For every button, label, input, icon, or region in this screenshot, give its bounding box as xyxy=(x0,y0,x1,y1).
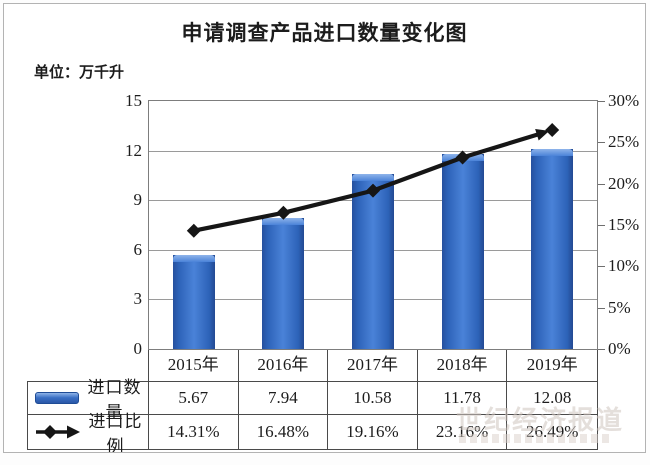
value-cell: 11.78 xyxy=(417,382,508,415)
value-cell: 7.94 xyxy=(238,382,329,415)
value-cell: 10.58 xyxy=(328,382,418,415)
right-axis-tick-mark xyxy=(598,101,605,102)
right-axis-tick-mark xyxy=(598,225,605,226)
line-path xyxy=(191,132,540,233)
right-axis-tick-label: 15% xyxy=(608,215,640,234)
right-axis-tick-mark xyxy=(598,183,605,185)
watermark-subline xyxy=(459,434,609,443)
year-header-cell: 2017年 xyxy=(328,350,418,381)
unit-label: 单位：万千升 xyxy=(34,64,125,81)
value-cell: 14.31% xyxy=(149,415,239,449)
line-marker-diamond xyxy=(366,183,380,198)
year-header-cell: 2019年 xyxy=(526,355,578,374)
legend-label: 进口数量 xyxy=(87,378,142,422)
year-header-cell: 2018年 xyxy=(418,350,508,381)
right-axis-tick-label: 10% xyxy=(608,256,640,276)
bar xyxy=(172,255,215,349)
line-marker-diamond xyxy=(455,150,470,165)
left-axis-tick-label: 15 xyxy=(125,91,142,110)
right-axis-tick-label: 25% xyxy=(608,132,640,152)
value-cell: 12.08 xyxy=(507,382,597,415)
right-axis-tick-label: 20% xyxy=(608,173,640,193)
legend-cell: 进口比例 xyxy=(28,412,149,452)
line-marker-diamond xyxy=(276,205,291,220)
value-cell: 19.16% xyxy=(328,415,418,449)
bar xyxy=(531,149,574,349)
right-axis-tick-label: 5% xyxy=(608,297,631,317)
right-axis-tick-mark xyxy=(598,142,605,144)
bar-legend-swatch xyxy=(35,392,79,404)
bar xyxy=(262,217,305,349)
year-header-cell: 2016年 xyxy=(239,350,329,381)
line-series xyxy=(186,123,560,238)
line-arrowhead xyxy=(535,128,550,141)
left-axis-tick-label: 6 xyxy=(133,239,143,259)
value-cell: 5.67 xyxy=(149,382,239,415)
legend-label: 进口比例 xyxy=(88,412,143,453)
table-body: 进口数量 5.67 7.94 10.58 11.78 12.08 进口比例 14.31% 16.… xyxy=(27,378,598,452)
right-axis-tick-mark xyxy=(598,349,605,350)
bar xyxy=(441,154,484,349)
table-header-row: 2015年 2016年 2017年 2018年 2019年 xyxy=(148,350,598,381)
left-axis: 15 12 9 6 3 0 xyxy=(98,91,143,358)
chart-title: 申请调查产品进口数量变化图 xyxy=(181,22,468,45)
year-header-cell: 2015年 xyxy=(149,350,239,381)
line-marker-diamond xyxy=(186,223,201,238)
right-axis-tick-label: 0% xyxy=(608,339,631,358)
watermark: 世纪经济报道 xyxy=(456,405,625,435)
plot-area xyxy=(148,100,605,350)
line-legend-icon xyxy=(36,425,80,439)
left-axis-tick-label: 12 xyxy=(125,140,142,160)
left-axis-tick-label: 9 xyxy=(133,190,143,210)
right-axis-tick-mark xyxy=(598,307,605,309)
right-axis-tick-mark xyxy=(598,266,605,268)
bar xyxy=(352,174,394,349)
chart-card: 申请调查产品进口数量变化图 单位：万千升 15 12 9 6 3 0 30% 25% 20% 1… xyxy=(3,3,646,453)
value-cell: 16.48% xyxy=(239,415,329,449)
legend-cell: 进口数量 xyxy=(28,378,149,422)
line-marker-diamond xyxy=(545,123,560,138)
right-axis: 30% 25% 20% 15% 10% 5% 0% xyxy=(608,91,645,358)
right-axis-tick-label: 30% xyxy=(608,91,640,110)
left-axis-tick-label: 3 xyxy=(133,289,143,309)
gridline xyxy=(149,150,597,152)
left-axis-tick-label: 0 xyxy=(133,339,143,358)
